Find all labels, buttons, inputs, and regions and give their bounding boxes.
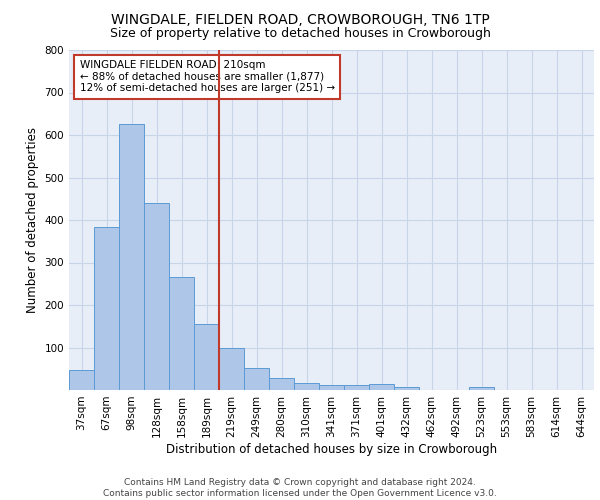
Bar bbox=[144, 202, 169, 390]
Bar bbox=[344, 385, 369, 390]
Y-axis label: Number of detached properties: Number of detached properties bbox=[26, 127, 39, 313]
Bar bbox=[119, 124, 144, 390]
Text: Size of property relative to detached houses in Crowborough: Size of property relative to detached ho… bbox=[110, 28, 490, 40]
Text: WINGDALE FIELDEN ROAD: 210sqm
← 88% of detached houses are smaller (1,877)
12% o: WINGDALE FIELDEN ROAD: 210sqm ← 88% of d… bbox=[79, 60, 335, 94]
Bar bbox=[194, 324, 219, 390]
Bar bbox=[94, 227, 119, 390]
Bar bbox=[244, 368, 269, 390]
Text: WINGDALE, FIELDEN ROAD, CROWBOROUGH, TN6 1TP: WINGDALE, FIELDEN ROAD, CROWBOROUGH, TN6… bbox=[110, 12, 490, 26]
Bar bbox=[69, 370, 94, 390]
Bar bbox=[394, 387, 419, 390]
Bar bbox=[294, 383, 319, 390]
Bar bbox=[469, 386, 494, 390]
Bar bbox=[269, 378, 294, 390]
Bar bbox=[169, 276, 194, 390]
Text: Contains HM Land Registry data © Crown copyright and database right 2024.
Contai: Contains HM Land Registry data © Crown c… bbox=[103, 478, 497, 498]
Bar bbox=[319, 385, 344, 390]
Bar bbox=[369, 384, 394, 390]
X-axis label: Distribution of detached houses by size in Crowborough: Distribution of detached houses by size … bbox=[166, 442, 497, 456]
Bar bbox=[219, 348, 244, 390]
